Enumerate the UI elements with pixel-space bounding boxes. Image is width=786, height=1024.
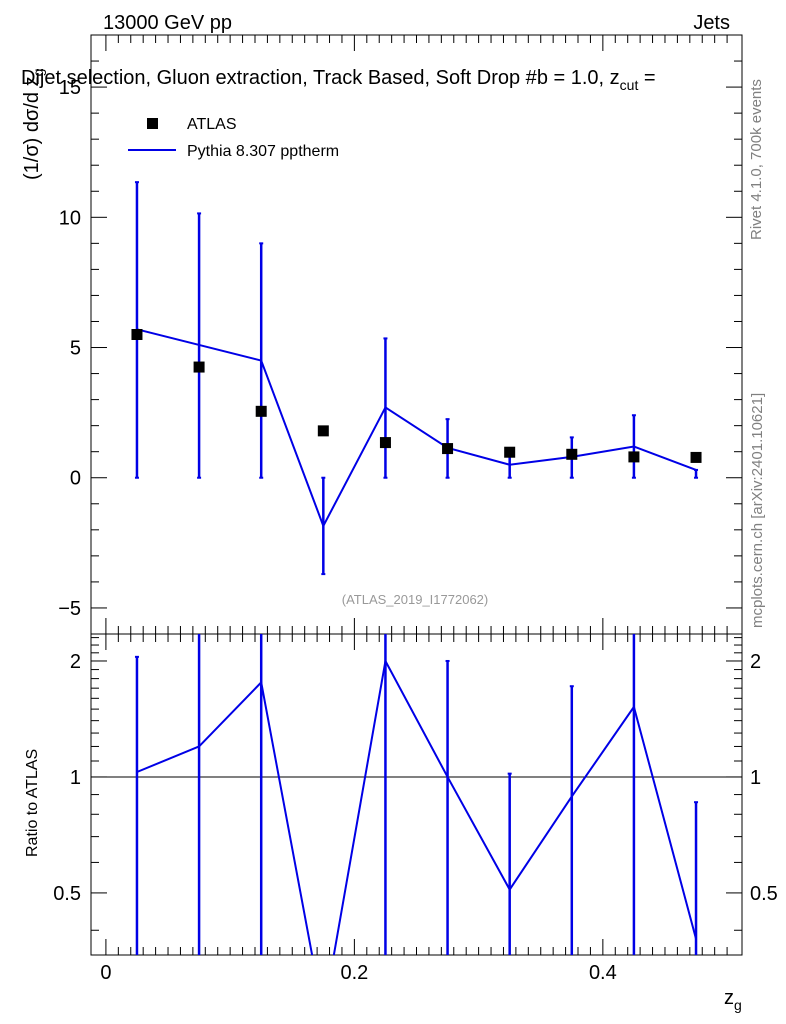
main-y-tick-label: 0	[70, 468, 81, 490]
ratio-panel-frame	[90, 633, 743, 956]
x-axis-label: zg	[724, 987, 742, 1013]
atlas-data-point	[442, 443, 454, 455]
legend: ATLAS Pythia 8.307 pptherm	[128, 116, 339, 160]
atlas-data-point	[504, 446, 516, 458]
ratio-data-layer	[91, 634, 742, 955]
atlas-data-point	[379, 437, 391, 449]
main-y-tick-label: 10	[59, 207, 81, 229]
atlas-data-point	[690, 451, 702, 463]
atlas-data-point	[317, 425, 329, 437]
main-y-axis: −5 0 5 10 15	[58, 34, 742, 635]
ratio-y-tick-label-left: 2	[70, 651, 81, 673]
legend-pythia-label: Pythia 8.307 pptherm	[187, 143, 339, 160]
ratio-y-tick-label-right: 1	[750, 767, 761, 789]
main-y-tick-label: −5	[58, 598, 81, 620]
ratio-y-label: Ratio to ATLAS	[24, 749, 41, 857]
atlas-data-point	[566, 448, 578, 460]
header-left: 13000 GeV pp	[103, 12, 232, 34]
ratio-series-line	[136, 657, 697, 955]
analysis-id-annotation: (ATLAS_2019_I1772062)	[342, 592, 488, 607]
ratio-y-tick-label-right: 2	[750, 651, 761, 673]
legend-atlas-marker	[147, 118, 158, 129]
pythia-series-line	[136, 328, 697, 529]
main-data-layer	[131, 181, 702, 576]
atlas-data-point	[131, 329, 143, 340]
x-tick-label: 0.2	[340, 962, 368, 984]
legend-atlas-label: ATLAS	[187, 116, 237, 133]
ratio-y-tick-label-left: 0.5	[53, 883, 81, 905]
ratio-y-tick-label-right: 0.5	[750, 883, 778, 905]
mcplots-source-text: mcplots.cern.ch [arXiv:2401.10621]	[749, 393, 766, 628]
atlas-data-point	[628, 451, 640, 463]
x-tick-label: 0	[100, 962, 111, 984]
x-tick-label: 0.4	[589, 962, 617, 984]
main-y-label: (1/σ) dσ/d zg	[21, 69, 46, 180]
ratio-y-tick-label-left: 1	[70, 767, 81, 789]
ratio-y-axis: 0.5 0.5 1 1 2 2	[53, 637, 778, 931]
x-axis: 0 0.2 0.4	[100, 35, 728, 984]
main-y-tick-label: 15	[59, 77, 81, 99]
main-y-tick-label: 5	[70, 338, 81, 360]
atlas-data-point	[193, 361, 205, 373]
rivet-version-text: Rivet 4.1.0, 700k events	[748, 79, 765, 240]
plot-title: Dijet selection, Gluon extraction, Track…	[21, 67, 656, 93]
header-right: Jets	[693, 12, 730, 34]
atlas-data-point	[255, 405, 267, 417]
